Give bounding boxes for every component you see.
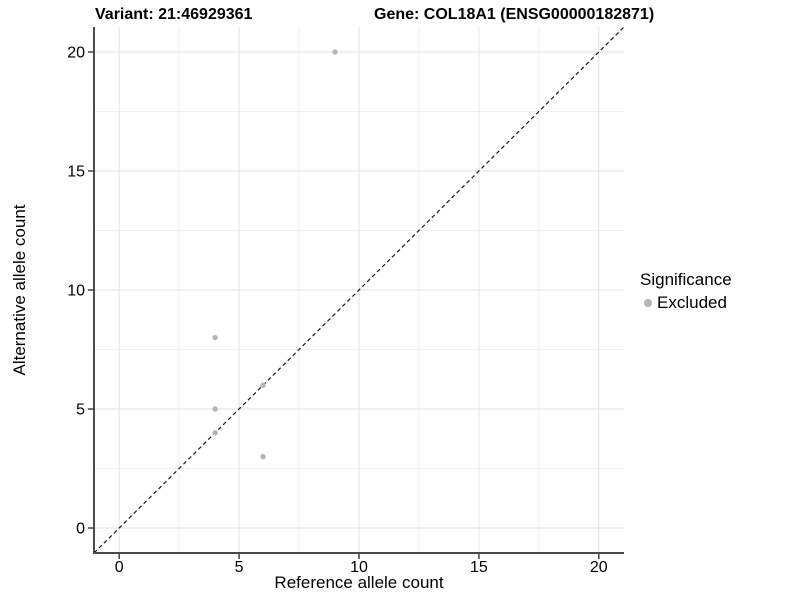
- data-point: [332, 49, 338, 55]
- x-tick-label: 0: [115, 559, 124, 576]
- x-tick-label: 10: [350, 559, 368, 576]
- data-point: [212, 430, 218, 436]
- data-point: [260, 453, 266, 460]
- y-tick-label: 20: [67, 44, 85, 61]
- x-tick-label: 15: [470, 559, 488, 576]
- y-tick-label: 10: [67, 283, 85, 300]
- x-tick-label: 5: [235, 559, 244, 576]
- gene-title: Gene: COL18A1 (ENSG00000182871): [374, 6, 655, 23]
- legend-point-icon: [644, 299, 652, 307]
- y-tick-label: 0: [76, 521, 85, 538]
- data-point: [260, 382, 266, 388]
- legend-item-excluded: Excluded: [640, 293, 732, 313]
- y-tick-label: 5: [76, 402, 85, 419]
- identity-dashed-line: [93, 26, 625, 554]
- y-tick-label: 15: [67, 163, 85, 180]
- data-point: [212, 406, 218, 412]
- data-point: [212, 334, 218, 341]
- y-axis-title: Alternative allele count: [10, 204, 29, 376]
- x-axis-title: Reference allele count: [274, 573, 444, 592]
- variant-title: Variant: 21:46929361: [95, 6, 253, 23]
- x-tick-label: 20: [590, 559, 608, 576]
- legend: Significance Excluded: [640, 270, 732, 313]
- legend-title: Significance: [640, 270, 732, 289]
- legend-item-label: Excluded: [657, 293, 727, 312]
